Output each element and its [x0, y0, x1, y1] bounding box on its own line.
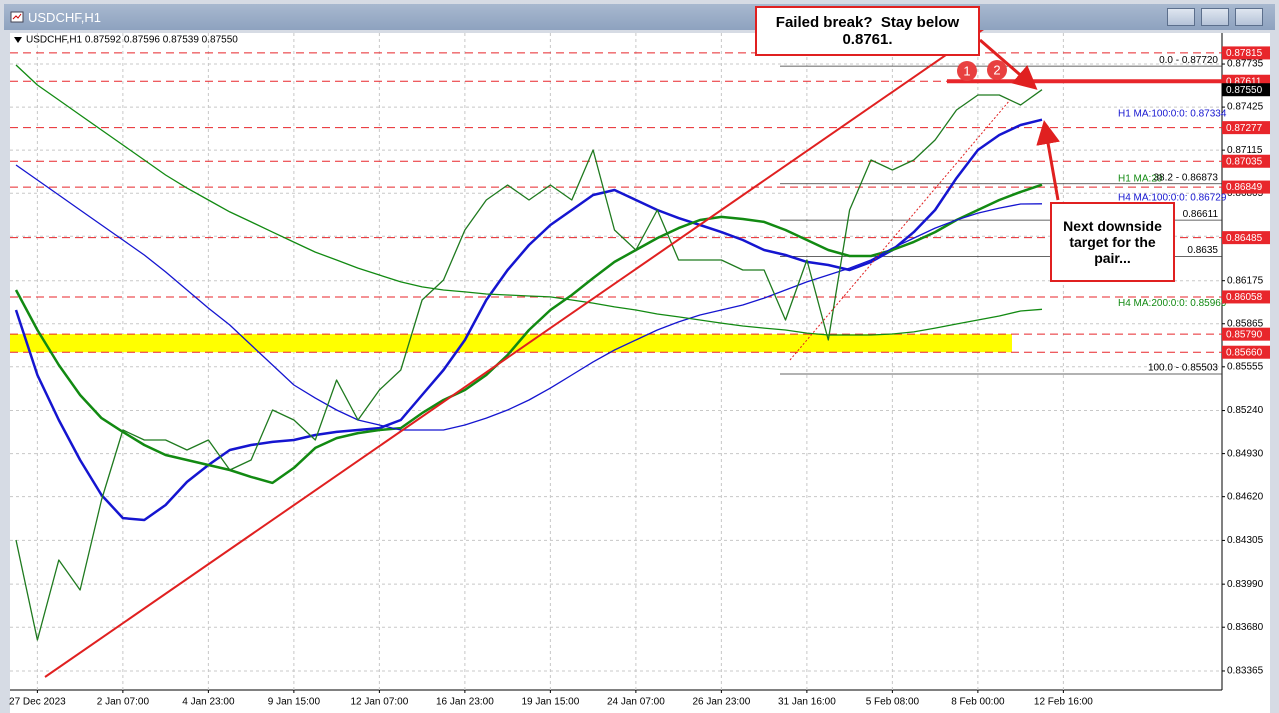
info-text: USDCHF,H1 0.87592 0.87596 0.87539 0.8755…	[26, 35, 238, 46]
level-box	[1222, 154, 1270, 168]
fib-label: 100.0 - 0.85503	[1148, 363, 1218, 374]
fib-label: 0.8635	[1187, 245, 1218, 256]
y-tick-label: 0.85240	[1227, 405, 1264, 416]
level-label: 0.86849	[1226, 182, 1263, 193]
ma-label: H4 MA:200:0:0: 0.85969	[1118, 298, 1227, 309]
level-box	[1222, 46, 1270, 60]
level-label: 0.87035	[1226, 156, 1263, 167]
x-tick-label: 19 Jan 15:00	[521, 697, 579, 708]
ma-label: H1 MA:20	[1118, 173, 1163, 184]
x-tick-label: 27 Dec 2023	[9, 697, 66, 708]
level-box	[1222, 345, 1270, 359]
x-tick-label: 12 Jan 07:00	[350, 697, 408, 708]
last-price-box	[1222, 83, 1270, 97]
x-tick-label: 31 Jan 16:00	[778, 697, 836, 708]
x-tick-label: 16 Jan 23:00	[436, 697, 494, 708]
x-tick-label: 26 Jan 23:00	[692, 697, 750, 708]
price-line	[15, 89, 1043, 641]
fib-label: 0.86611	[1183, 209, 1219, 220]
ma-label: H4 MA:100:0:0: 0.86729	[1118, 192, 1227, 203]
annotation-text: Failed break? Stay below 0.8761.	[775, 14, 964, 48]
last-price-label: 0.87550	[1226, 85, 1263, 96]
y-tick-label: 0.83990	[1227, 579, 1264, 590]
level-label: 0.85660	[1226, 347, 1263, 358]
level-box	[1222, 290, 1270, 304]
level-label: 0.85790	[1226, 329, 1263, 340]
close-button[interactable]	[1235, 8, 1263, 26]
y-tick-label: 0.84620	[1227, 491, 1264, 502]
level-label: 0.86485	[1226, 233, 1263, 244]
x-tick-label: 9 Jan 15:00	[268, 697, 321, 708]
info-icon	[14, 37, 22, 43]
window-title: USDCHF,H1	[28, 10, 101, 25]
x-tick-label: 4 Jan 23:00	[182, 697, 235, 708]
level-label: 0.86058	[1226, 292, 1263, 303]
plot-area	[10, 33, 1222, 690]
level-box	[1222, 231, 1270, 245]
fib-label: 38.2 - 0.86873	[1154, 172, 1219, 183]
ma-line	[14, 118, 1043, 522]
minimize-button[interactable]	[1167, 8, 1195, 26]
y-tick-label: 0.83680	[1227, 622, 1264, 633]
y-tick-label: 0.84305	[1227, 535, 1264, 546]
x-tick-label: 8 Feb 00:00	[951, 697, 1005, 708]
support-zone	[10, 334, 1012, 353]
y-tick-label: 0.87735	[1227, 59, 1264, 70]
y-tick-label: 0.83365	[1227, 666, 1264, 677]
y-tick-label: 0.86175	[1227, 275, 1264, 286]
title-bar: USDCHF,H1	[4, 4, 1275, 30]
annotation-box: Failed break? Stay below 0.8761.	[755, 6, 980, 56]
level-label: 0.87277	[1226, 123, 1263, 134]
level-box	[1222, 180, 1270, 194]
chart-background	[10, 33, 1270, 713]
fib-trend	[789, 99, 1011, 361]
x-tick-label: 12 Feb 16:00	[1034, 697, 1093, 708]
level-label: 0.87815	[1226, 48, 1263, 59]
maximize-button[interactable]	[1201, 8, 1229, 26]
y-tick-label: 0.84930	[1227, 448, 1264, 459]
x-tick-label: 2 Jan 07:00	[97, 697, 150, 708]
x-tick-label: 5 Feb 08:00	[866, 697, 920, 708]
y-tick-label: 0.85865	[1227, 318, 1264, 329]
level-box	[1222, 121, 1270, 135]
window-icon	[10, 11, 24, 23]
level-label: 0.87611	[1226, 76, 1262, 87]
ma-label: H1 MA:100:0:0: 0.87334	[1118, 108, 1227, 119]
ma-line	[15, 64, 1043, 336]
level-box	[1222, 327, 1270, 341]
y-tick-label: 0.87425	[1227, 102, 1264, 113]
fib-label: 0.0 - 0.87720	[1159, 55, 1218, 66]
y-tick-label: 0.87115	[1227, 145, 1263, 156]
y-tick-label: 0.85555	[1227, 361, 1264, 372]
ma-line	[14, 183, 1043, 485]
annotation-box: Next downside target for the pair...	[1050, 202, 1175, 282]
ma-line	[15, 164, 1043, 431]
x-tick-label: 24 Jan 07:00	[607, 697, 665, 708]
trend-line	[44, 27, 986, 678]
annotation-text: Next downside target for the pair...	[1063, 218, 1166, 266]
